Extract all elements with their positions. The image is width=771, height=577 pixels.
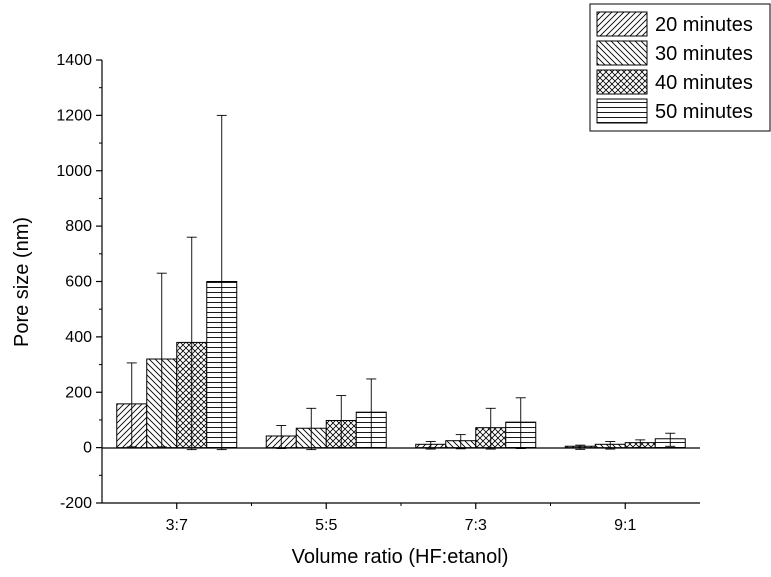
legend-swatch — [596, 40, 648, 66]
x-axis-title: Volume ratio (HF:etanol) — [292, 546, 509, 568]
x-ticks: 3:7 5:5 7:3 9:1 — [166, 503, 636, 534]
y-tick-label: 800 — [65, 218, 92, 235]
legend: 20 minutes 30 minutes 40 minutes 50 minutes — [589, 3, 771, 132]
legend-label: 20 minutes — [655, 14, 753, 36]
legend-label: 50 minutes — [655, 101, 753, 123]
y-tick-label: -200 — [60, 495, 92, 512]
y-tick-label: 1200 — [56, 107, 92, 124]
x-tick-label: 5:5 — [315, 517, 337, 534]
legend-swatch — [596, 69, 648, 95]
y-tick-label: 0 — [83, 440, 92, 457]
y-axis-title: Pore size (nm) — [11, 217, 33, 347]
legend-swatch — [596, 98, 648, 124]
legend-label: 40 minutes — [655, 72, 753, 94]
y-tick-label: 1400 — [56, 52, 92, 69]
x-tick-label: 3:7 — [166, 517, 188, 534]
x-tick-label: 9:1 — [614, 517, 636, 534]
bars — [116, 114, 686, 451]
y-tick-label: 1000 — [56, 163, 92, 180]
y-tick-label: 400 — [65, 329, 92, 346]
legend-label: 30 minutes — [655, 43, 753, 65]
legend-swatch — [596, 11, 648, 37]
y-tick-label: 200 — [65, 384, 92, 401]
y-tick-label: 600 — [65, 274, 92, 291]
y-ticks: -200 0 200 400 600 800 1000 1200 1400 — [56, 52, 102, 512]
x-tick-label: 7:3 — [465, 517, 487, 534]
